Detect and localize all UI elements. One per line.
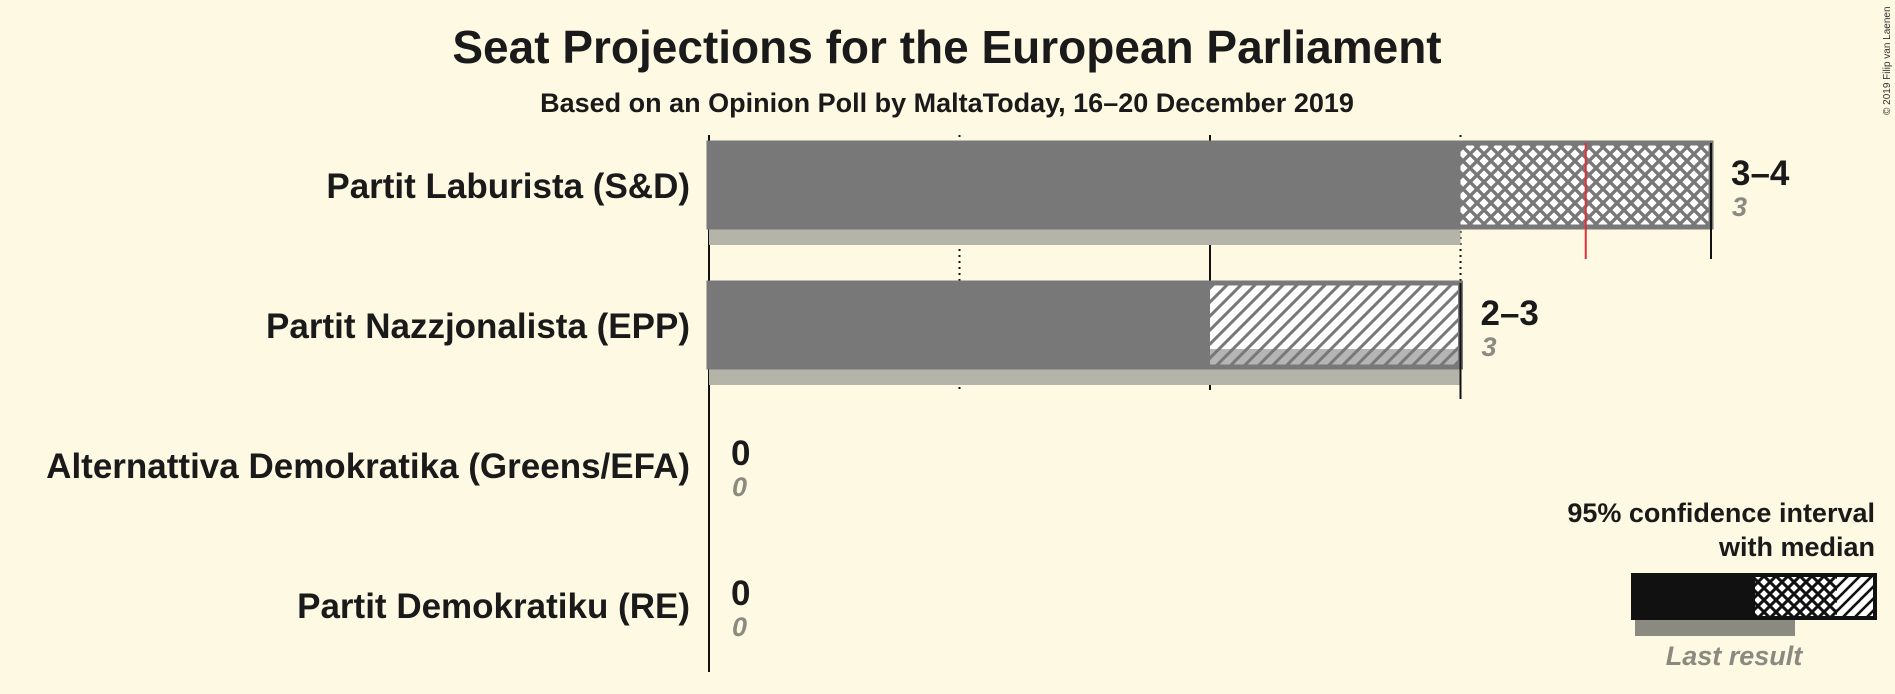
- party-row: Partit Demokratiku (RE) 00: [297, 574, 750, 642]
- last-result-bar: [709, 367, 1461, 385]
- legend-ci-outline: [1631, 573, 1877, 620]
- last-result-label: 3: [1732, 192, 1747, 222]
- legend-ci-line2: with median: [1718, 532, 1875, 562]
- copyright-note: © 2019 Filip van Laenen: [1882, 6, 1893, 115]
- last-result-bar: [709, 227, 1461, 245]
- legend: 95% confidence interval with median Last…: [1567, 498, 1877, 671]
- bar-solid: [709, 283, 1210, 367]
- legend-last-result-label: Last result: [1666, 641, 1804, 671]
- legend-ci-solid-swatch: [1633, 575, 1755, 618]
- legend-last-result-swatch: [1635, 618, 1795, 636]
- last-result-overlay: [1210, 349, 1461, 367]
- legend-ci-line1: 95% confidence interval: [1567, 498, 1875, 528]
- party-row: Alternattiva Demokratika (Greens/EFA) 00: [46, 434, 750, 502]
- bar-solid: [709, 143, 1461, 227]
- party-label: Partit Nazzjonalista (EPP): [266, 307, 690, 346]
- range-label: 0: [731, 574, 750, 613]
- party-row: Partit Laburista (S&D) 3–43: [326, 140, 1790, 259]
- party-label: Alternattiva Demokratika (Greens/EFA): [46, 447, 690, 486]
- range-label: 3–4: [1731, 154, 1790, 193]
- last-result-label: 3: [1482, 332, 1497, 362]
- party-row: Partit Nazzjonalista (EPP) 2–33: [266, 280, 1539, 399]
- range-label: 2–3: [1481, 294, 1539, 333]
- party-label: Partit Demokratiku (RE): [297, 587, 690, 626]
- chart-title: Seat Projections for the European Parlia…: [452, 21, 1441, 73]
- last-result-label: 0: [732, 472, 747, 502]
- last-result-label: 0: [732, 612, 747, 642]
- legend-ci-cross-swatch: [1755, 575, 1837, 618]
- range-label: 0: [731, 434, 750, 473]
- legend-ci-diag-swatch: [1837, 575, 1875, 618]
- party-label: Partit Laburista (S&D): [326, 167, 690, 206]
- chart-subtitle: Based on an Opinion Poll by MaltaToday, …: [540, 88, 1354, 118]
